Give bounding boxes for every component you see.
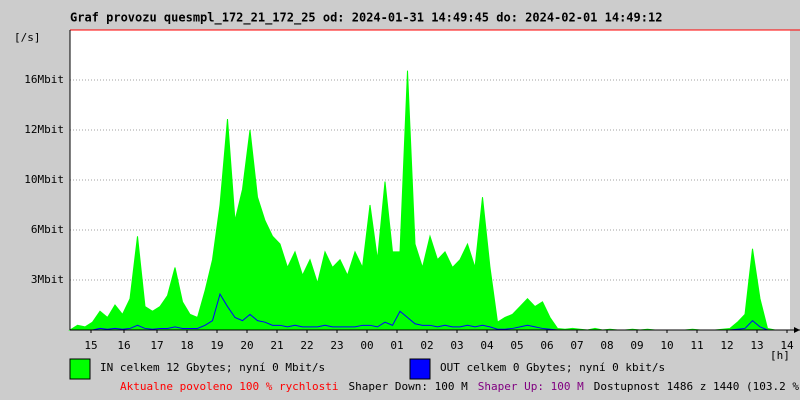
legend-swatch (69, 358, 91, 380)
x-tick-label: 23 (330, 339, 343, 352)
note: Shaper Down: 100 M (349, 380, 469, 393)
y-tick-label: 3Mbit (31, 273, 64, 286)
note: Dostupnost 1486 z 1440 (103.2 %) (594, 380, 800, 393)
x-tick-label: 03 (450, 339, 463, 352)
x-tick-label: 15 (84, 339, 97, 352)
x-tick-label: 05 (510, 339, 523, 352)
x-tick-label: 10 (660, 339, 673, 352)
notes: Aktualne povoleno 100 % rychlosti Shaper … (120, 380, 800, 393)
x-axis-arrow (794, 327, 800, 333)
x-tick-label: 11 (690, 339, 703, 352)
x-tick-label: 09 (630, 339, 643, 352)
y-tick-label: 10Mbit (24, 173, 64, 186)
legend: IN celkem 12 Gbytes; nyní 0 Mbit/s OUT ce… (69, 358, 800, 393)
y-tick-label: 6Mbit (31, 223, 64, 236)
x-tick-label: 04 (480, 339, 494, 352)
legend-label: OUT celkem 0 Gbytes; nyní 0 kbit/s (440, 361, 665, 374)
x-tick-label: 14 (780, 339, 794, 352)
x-tick-label: 12 (720, 339, 733, 352)
x-unit: [h] (770, 349, 790, 362)
legend-label: IN celkem 12 Gbytes; nyní 0 Mbit/s (100, 361, 325, 374)
x-tick-label: 02 (420, 339, 433, 352)
x-tick-label: 16 (117, 339, 130, 352)
x-tick-label: 01 (390, 339, 403, 352)
note: Aktualne povoleno 100 % rychlosti (120, 380, 339, 393)
x-tick-label: 17 (150, 339, 163, 352)
x-tick-label: 19 (210, 339, 223, 352)
x-tick-label: 21 (270, 339, 283, 352)
x-tick-label: 00 (360, 339, 373, 352)
x-tick-label: 20 (240, 339, 253, 352)
x-tick-label: 18 (180, 339, 193, 352)
y-tick-label: 16Mbit (24, 73, 64, 86)
grid: 3Mbit 6Mbit 10Mbit 12Mbit 16Mbit 15 16 17 18 19 20… (24, 73, 794, 352)
x-tick-label: 13 (750, 339, 763, 352)
y-unit: [/s] (14, 31, 41, 44)
note: Shaper Up: 100 M (478, 380, 584, 393)
x-tick-label: 08 (600, 339, 613, 352)
x-tick-label: 22 (300, 339, 313, 352)
legend-swatch (409, 358, 431, 380)
y-tick-label: 12Mbit (24, 123, 64, 136)
x-tick-label: 06 (540, 339, 553, 352)
chart-title: Graf provozu quesmpl_172_21_172_25 od: 2… (70, 11, 662, 26)
x-tick-label: 07 (570, 339, 583, 352)
